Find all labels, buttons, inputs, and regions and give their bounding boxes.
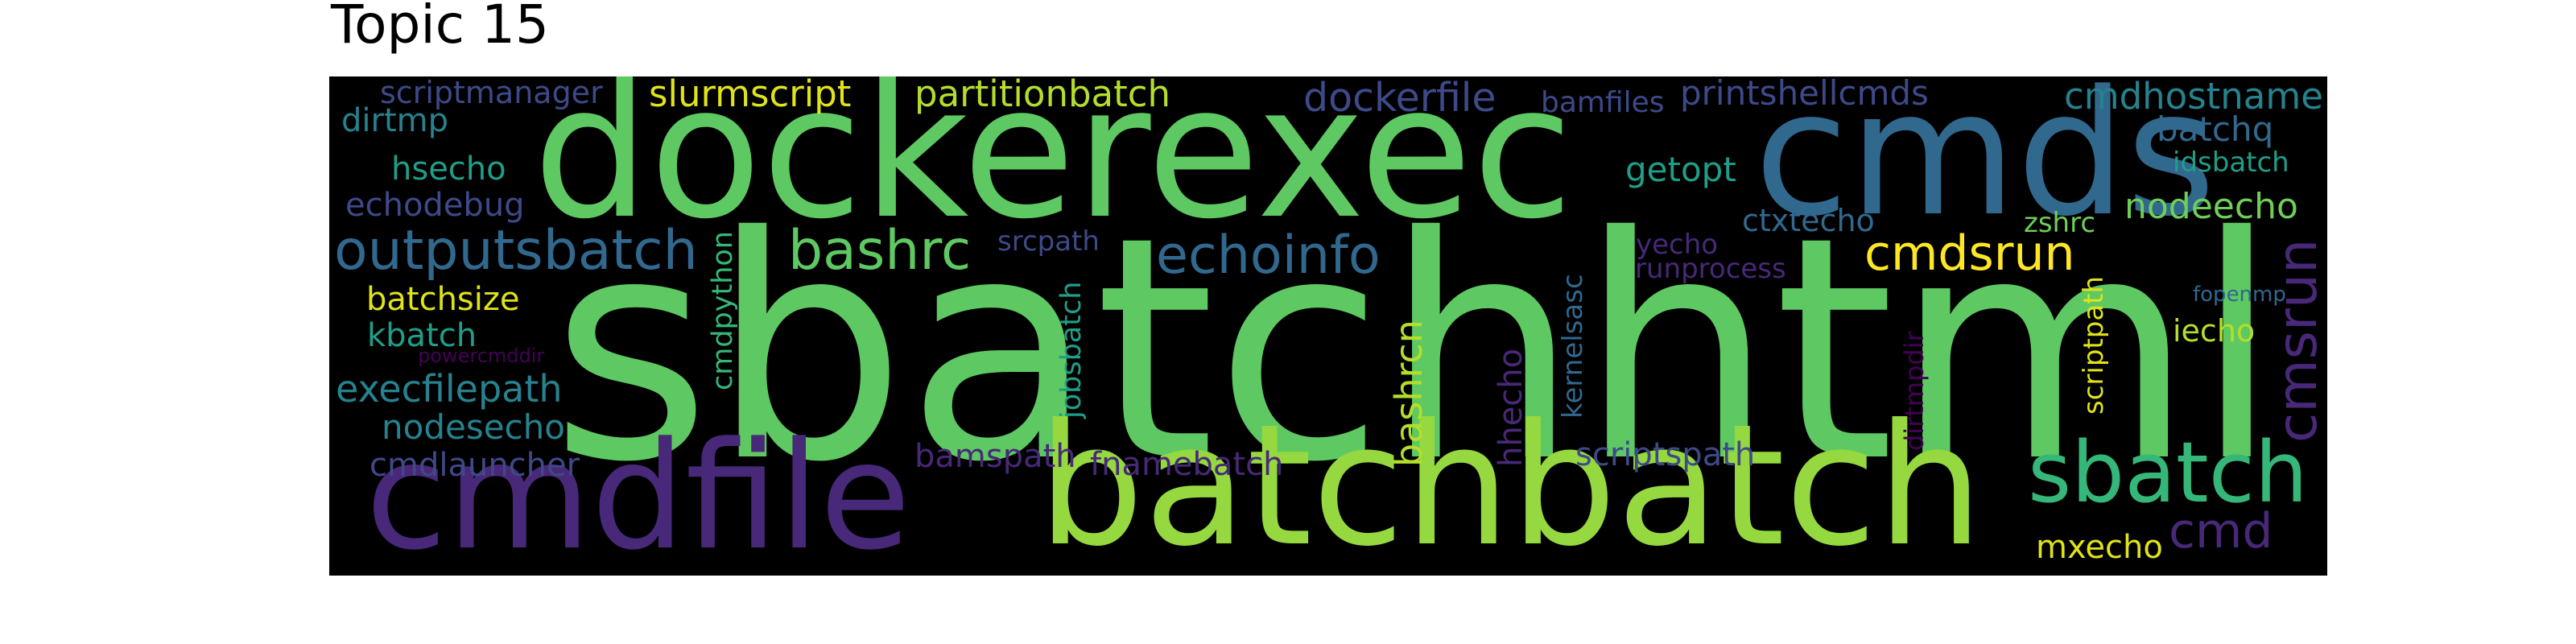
word-batchbatch: batchbatch	[1038, 389, 1984, 576]
word-cmd: cmd	[2169, 503, 2273, 559]
word-fnamebatch: fnamebatch	[1090, 446, 1284, 483]
word-fopenmp: fopenmp	[2193, 283, 2286, 307]
word-slurmscript: slurmscript	[649, 76, 852, 115]
word-kernelsasc: kernelsasc	[1557, 274, 1589, 419]
word-batchq: batchq	[2157, 109, 2274, 149]
word-idsbatch: idsbatch	[2173, 147, 2289, 179]
word-iecho: iecho	[2173, 313, 2256, 349]
word-scriptpath: scriptpath	[2078, 275, 2110, 415]
word-ctxtecho: ctxtecho	[1742, 203, 1875, 238]
word-srcpath: srcpath	[997, 225, 1100, 258]
word-hsecho: hsecho	[391, 151, 506, 188]
word-bashrc: bashrc	[788, 219, 972, 283]
word-dirtmpdir: dirtmpdir	[1899, 331, 1930, 451]
word-cmdsrun: cmdsrun	[1864, 225, 2075, 282]
word-runprocess: runprocess	[1635, 253, 1786, 285]
word-partitionbatch: partitionbatch	[914, 76, 1171, 115]
word-mxecho: mxecho	[2036, 529, 2163, 566]
word-printshellcmds: printshellcmds	[1680, 76, 1929, 113]
word-cmdfile: cmdfile	[365, 411, 911, 576]
word-bamfiles: bamfiles	[1541, 86, 1665, 119]
word-dockerfile: dockerfile	[1303, 76, 1496, 121]
word-dockerexec: dockerexec	[533, 76, 1574, 259]
word-scriptspath: scriptspath	[1575, 436, 1756, 473]
word-cmsrun: cmsrun	[2266, 238, 2327, 443]
word-cmdhostname: cmdhostname	[2064, 76, 2323, 118]
word-yecho: yecho	[1636, 229, 1719, 261]
word-echoinfo: echoinfo	[1156, 225, 1381, 286]
word-zshrc: zshrc	[2024, 207, 2096, 239]
word-jobsbatch: jobsbatch	[1055, 281, 1088, 419]
word-cloud: sbatchhtml dockerexec cmds cmdfile batch…	[329, 76, 2327, 576]
word-kbatch: kbatch	[367, 317, 477, 354]
plot-title: Topic 15	[331, 0, 549, 56]
word-dirtmp: dirtmp	[341, 102, 448, 139]
word-nodeecho: nodeecho	[2124, 186, 2298, 227]
word-hhecho: hhecho	[1492, 348, 1530, 467]
word-echodebug: echodebug	[345, 187, 525, 224]
word-bamspath: bamspath	[914, 438, 1076, 475]
word-cmdpython: cmdpython	[707, 231, 739, 390]
word-bashrcn: bashrcn	[1387, 320, 1430, 467]
word-outputsbatch: outputsbatch	[334, 219, 698, 283]
word-execfilepath: execfilepath	[336, 367, 563, 411]
word-powercmddir: powercmddir	[418, 345, 545, 367]
word-cmdlauncher: cmdlauncher	[369, 447, 580, 484]
word-scriptmanager: scriptmanager	[380, 76, 603, 110]
word-sbatch: sbatch	[2028, 423, 2308, 522]
word-getopt: getopt	[1625, 150, 1736, 189]
word-nodesecho: nodesecho	[382, 407, 565, 447]
word-batchsize: batchsize	[366, 281, 520, 318]
word-cmds: cmds	[1754, 76, 2216, 254]
word-sbatchhtml: sbatchhtml	[551, 171, 2280, 530]
